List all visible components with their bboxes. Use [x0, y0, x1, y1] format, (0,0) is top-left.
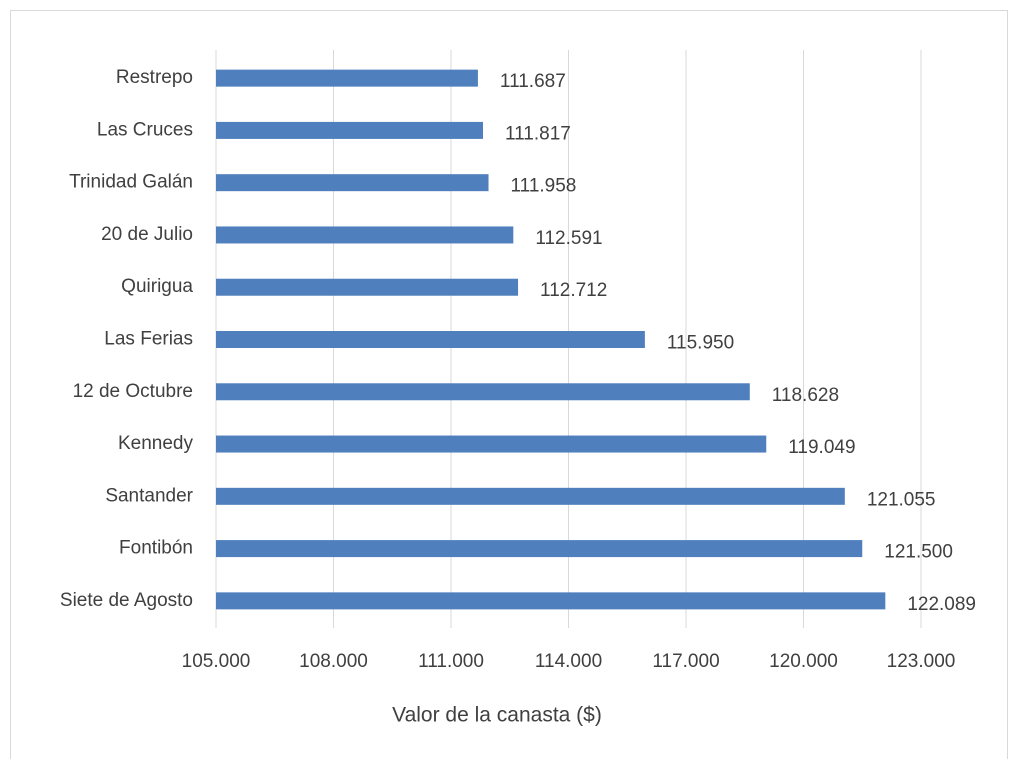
x-tick-label: 120.000 [769, 651, 838, 672]
x-axis-title: Valor de la canasta ($) [392, 704, 602, 727]
y-tick-label: 12 de Octubre [73, 381, 193, 402]
y-tick-label: Quirigua [121, 276, 193, 297]
data-label: 121.500 [884, 542, 953, 563]
y-tick-label: Fontibón [119, 538, 193, 559]
data-label: 122.089 [907, 594, 976, 615]
bar [216, 174, 489, 192]
y-tick-label: Kennedy [118, 433, 194, 454]
bar [216, 69, 478, 87]
data-label: 111.687 [500, 71, 566, 92]
bar [216, 121, 483, 139]
bar [216, 435, 767, 453]
y-tick-label: Las Ferias [104, 329, 193, 350]
y-tick-label: Santander [105, 485, 193, 506]
data-label: 121.055 [867, 489, 936, 510]
bar [216, 540, 863, 558]
data-label: 112.712 [540, 280, 607, 301]
x-tick-label: 114.000 [535, 651, 602, 672]
bar [216, 278, 519, 296]
data-label: 118.628 [772, 385, 839, 406]
x-tick-label: 117.000 [652, 651, 719, 672]
x-tick-label: 123.000 [887, 651, 956, 672]
x-tick-label: 105.000 [182, 651, 251, 672]
data-label: 119.049 [788, 437, 855, 458]
y-tick-label: Siete de Agosto [60, 590, 193, 611]
bar [216, 592, 886, 610]
y-tick-label: Trinidad Galán [69, 172, 193, 193]
y-tick-label: Las Cruces [97, 119, 193, 140]
bar [216, 331, 645, 348]
bar [216, 226, 514, 244]
data-label: 111.817 [505, 123, 571, 144]
bar [216, 487, 845, 505]
x-tick-label: 111.000 [418, 651, 484, 672]
data-label: 111.958 [511, 176, 577, 197]
y-tick-label: 20 de Julio [101, 224, 193, 245]
bar [216, 383, 750, 401]
y-tick-label: Restrepo [116, 67, 193, 88]
x-tick-label: 108.000 [299, 651, 368, 672]
data-label: 112.591 [535, 228, 602, 249]
chart-border [10, 10, 1008, 759]
data-label: 115.950 [667, 333, 734, 354]
